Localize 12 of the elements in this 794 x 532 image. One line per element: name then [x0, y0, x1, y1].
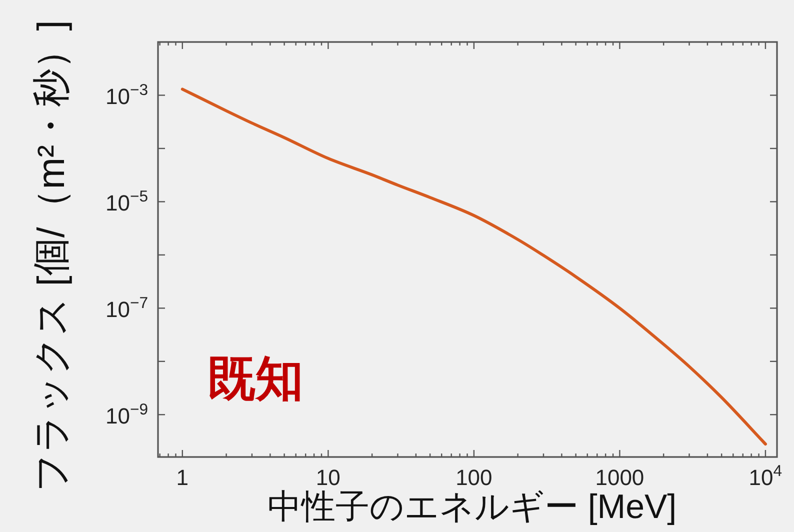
x-tick-label: 1	[176, 465, 189, 490]
x-tick-label: 1000	[595, 465, 644, 490]
x-tick-label: 100	[456, 465, 492, 490]
annotation: 既知	[208, 352, 304, 406]
x-axis-title: 中性子のエネルギー [MeV]	[267, 488, 677, 526]
y-tick-label: 10$^{−3}$	[105, 82, 148, 110]
y-tick-label: 10$^{−7}$	[105, 294, 148, 322]
y-tick-label: 10$^{−9}$	[105, 401, 148, 429]
y-axis-title: フラックス [個/（m²・秒）]	[31, 20, 73, 492]
x-tick-label: 10$^{4}$	[748, 462, 782, 490]
x-tick-label: 10	[316, 465, 340, 490]
y-tick-label: 10$^{−5}$	[105, 188, 148, 216]
